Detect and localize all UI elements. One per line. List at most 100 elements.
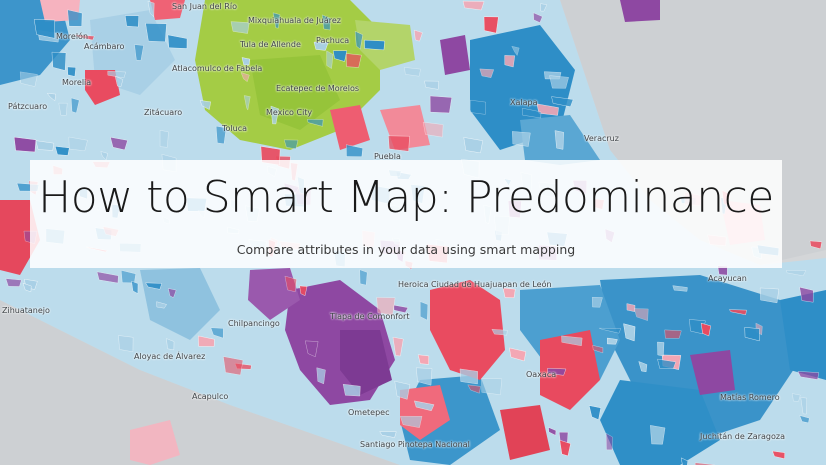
map-district: [400, 415, 423, 428]
map-district: [588, 405, 602, 421]
map-label-tlapa: Tlapa de Comonfort: [330, 312, 410, 321]
map-district: [321, 14, 331, 31]
map-district: [332, 50, 348, 62]
map-district: [605, 432, 613, 451]
map-district: [316, 367, 326, 385]
map-district: [379, 431, 397, 438]
page-subtitle: Compare attributes in your data using sm…: [236, 242, 576, 257]
title-banner: How to Smart Map: Predominance Compare a…: [30, 160, 782, 268]
map-district: [467, 384, 481, 394]
map-label-huajuapan: Heroica Ciudad de Huajuapan de León: [398, 280, 552, 289]
map-label-tula: Tula de Allende: [240, 40, 301, 49]
map-label-zitacuaro: Zitácuaro: [144, 108, 183, 117]
map-district: [22, 282, 32, 293]
map-district: [809, 240, 823, 250]
map-district: [167, 288, 177, 299]
map-district: [74, 34, 95, 41]
pacific-ocean: [0, 300, 400, 465]
map-district: [459, 368, 478, 385]
map-district: [166, 338, 175, 351]
map-district: [470, 99, 486, 115]
map-district: [561, 335, 583, 347]
map-label-pinotepa: Santiago Pinotepa Nacional: [360, 440, 470, 449]
map-district: [414, 29, 423, 42]
map-district: [491, 329, 508, 336]
map-label-morelon: Morelón: [56, 32, 89, 41]
map-district: [13, 136, 37, 153]
map-district: [243, 95, 251, 111]
map-label-san-juan-del-rio: San Juan del Río: [172, 2, 237, 11]
map-district: [342, 384, 361, 397]
map-district: [700, 322, 711, 337]
map-district: [145, 23, 167, 43]
map-district: [124, 15, 140, 28]
map-district: [502, 287, 516, 299]
map-district: [462, 0, 485, 11]
map-district: [346, 144, 363, 157]
map-district: [694, 462, 715, 465]
map-district: [548, 427, 557, 436]
map-district: [599, 327, 622, 334]
map-district: [650, 425, 666, 445]
map-district: [626, 303, 636, 312]
map-district: [35, 140, 55, 151]
map-district: [131, 280, 139, 294]
map-district: [58, 102, 68, 116]
map-district: [424, 80, 439, 90]
map-district: [504, 55, 515, 68]
map-district: [96, 271, 119, 284]
map-district: [240, 72, 250, 83]
map-district: [393, 304, 409, 313]
map-district: [5, 278, 22, 287]
map-district: [46, 93, 56, 102]
map-label-matias-romero: Matías Romero: [720, 393, 780, 402]
map-district: [364, 39, 385, 51]
map-district: [354, 30, 363, 50]
map-label-acayucan: Acayucan: [708, 274, 747, 283]
map-district: [159, 129, 169, 148]
map-district: [759, 287, 780, 304]
map-district: [54, 146, 70, 156]
map-district: [388, 135, 410, 152]
map-district: [107, 70, 127, 79]
map-district: [416, 367, 433, 386]
map-district: [554, 130, 564, 150]
map-district: [134, 44, 144, 61]
map-label-juchitan: Juchitán de Zaragoza: [700, 432, 785, 441]
map-label-aloyac: Aloyac de Álvarez: [134, 352, 206, 361]
map-label-patzcuaro: Pátzcuaro: [8, 102, 48, 111]
map-district: [198, 335, 215, 347]
map-label-veracruz: Veracruz: [584, 134, 619, 143]
map-district: [270, 105, 280, 125]
map-label-zihuatanejo: Zihuatanejo: [2, 306, 50, 315]
map-district: [800, 397, 807, 415]
map-district: [479, 68, 495, 78]
map-district: [392, 336, 404, 357]
map-district: [414, 400, 435, 411]
map-district: [118, 335, 134, 353]
map-district: [145, 282, 163, 290]
map-district: [167, 34, 188, 49]
map-district: [272, 12, 281, 29]
map-district: [672, 285, 688, 292]
map-district: [689, 319, 706, 335]
map-district: [680, 457, 689, 465]
map-district: [284, 275, 297, 293]
map-label-mexico-city: Mexico City: [266, 108, 313, 117]
map-district: [417, 354, 430, 365]
map-district: [799, 415, 810, 424]
map-district: [536, 103, 559, 116]
map-district: [592, 297, 603, 308]
map-district: [404, 67, 421, 77]
map-district: [376, 297, 396, 316]
map-label-morelia: Morelia: [62, 78, 92, 87]
map-label-chilpancingo: Chilpancingo: [228, 319, 280, 328]
page-title: How to Smart Map: Predominance: [38, 172, 774, 223]
map-district: [772, 450, 785, 460]
map-district: [114, 75, 124, 88]
map-district: [241, 57, 251, 66]
map-label-mixquiahuala: Mixquiahuala de Juárez: [248, 16, 341, 25]
map-district: [633, 308, 649, 321]
map-district: [199, 100, 211, 110]
